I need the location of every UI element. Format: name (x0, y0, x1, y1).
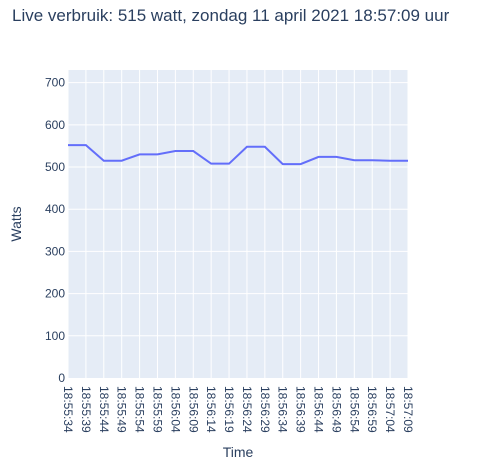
x-tick-label: 18:55:59 (150, 386, 164, 433)
y-axis-title: Watts (8, 206, 24, 241)
x-tick-label: 18:56:04 (168, 386, 182, 433)
x-tick-label: 18:55:39 (79, 386, 93, 433)
x-tick-label: 18:56:19 (222, 386, 236, 433)
x-tick-label: 18:56:14 (204, 386, 218, 433)
x-tick-label: 18:56:09 (186, 386, 200, 433)
x-tick-label: 18:55:34 (61, 386, 75, 433)
y-tick-label: 400 (45, 202, 65, 216)
y-tick-label: 300 (45, 244, 65, 258)
grid-lines (67, 70, 409, 378)
x-tick-label: 18:56:34 (276, 386, 290, 433)
x-tick-label: 18:56:44 (312, 386, 326, 433)
x-axis-title: Time (223, 444, 254, 460)
y-axis-ticks: 0 100 200 300 400 500 600 700 (45, 76, 65, 385)
x-tick-label: 18:56:54 (347, 386, 361, 433)
x-tick-label: 18:56:24 (240, 386, 254, 433)
plot-area (68, 70, 408, 378)
y-tick-label: 600 (45, 118, 65, 132)
x-tick-label: 18:57:04 (383, 386, 397, 433)
chart-title: Live verbruik: 515 watt, zondag 11 april… (12, 6, 450, 25)
x-tick-label: 18:56:59 (365, 386, 379, 433)
y-tick-label: 500 (45, 160, 65, 174)
x-tick-label: 18:57:09 (401, 386, 415, 433)
y-tick-label: 0 (58, 371, 65, 385)
x-tick-label: 18:56:39 (294, 386, 308, 433)
x-tick-label: 18:55:49 (115, 386, 129, 433)
x-tick-label: 18:55:44 (97, 386, 111, 433)
x-tick-label: 18:56:49 (329, 386, 343, 433)
y-tick-label: 700 (45, 76, 65, 90)
x-tick-label: 18:56:29 (258, 386, 272, 433)
y-tick-label: 100 (45, 329, 65, 343)
y-tick-label: 200 (45, 287, 65, 301)
x-tick-label: 18:55:54 (133, 386, 147, 433)
series-line (68, 144, 408, 166)
x-axis-ticks: 18:55:34 18:55:39 18:55:44 18:55:49 18:55:54… (61, 386, 415, 433)
